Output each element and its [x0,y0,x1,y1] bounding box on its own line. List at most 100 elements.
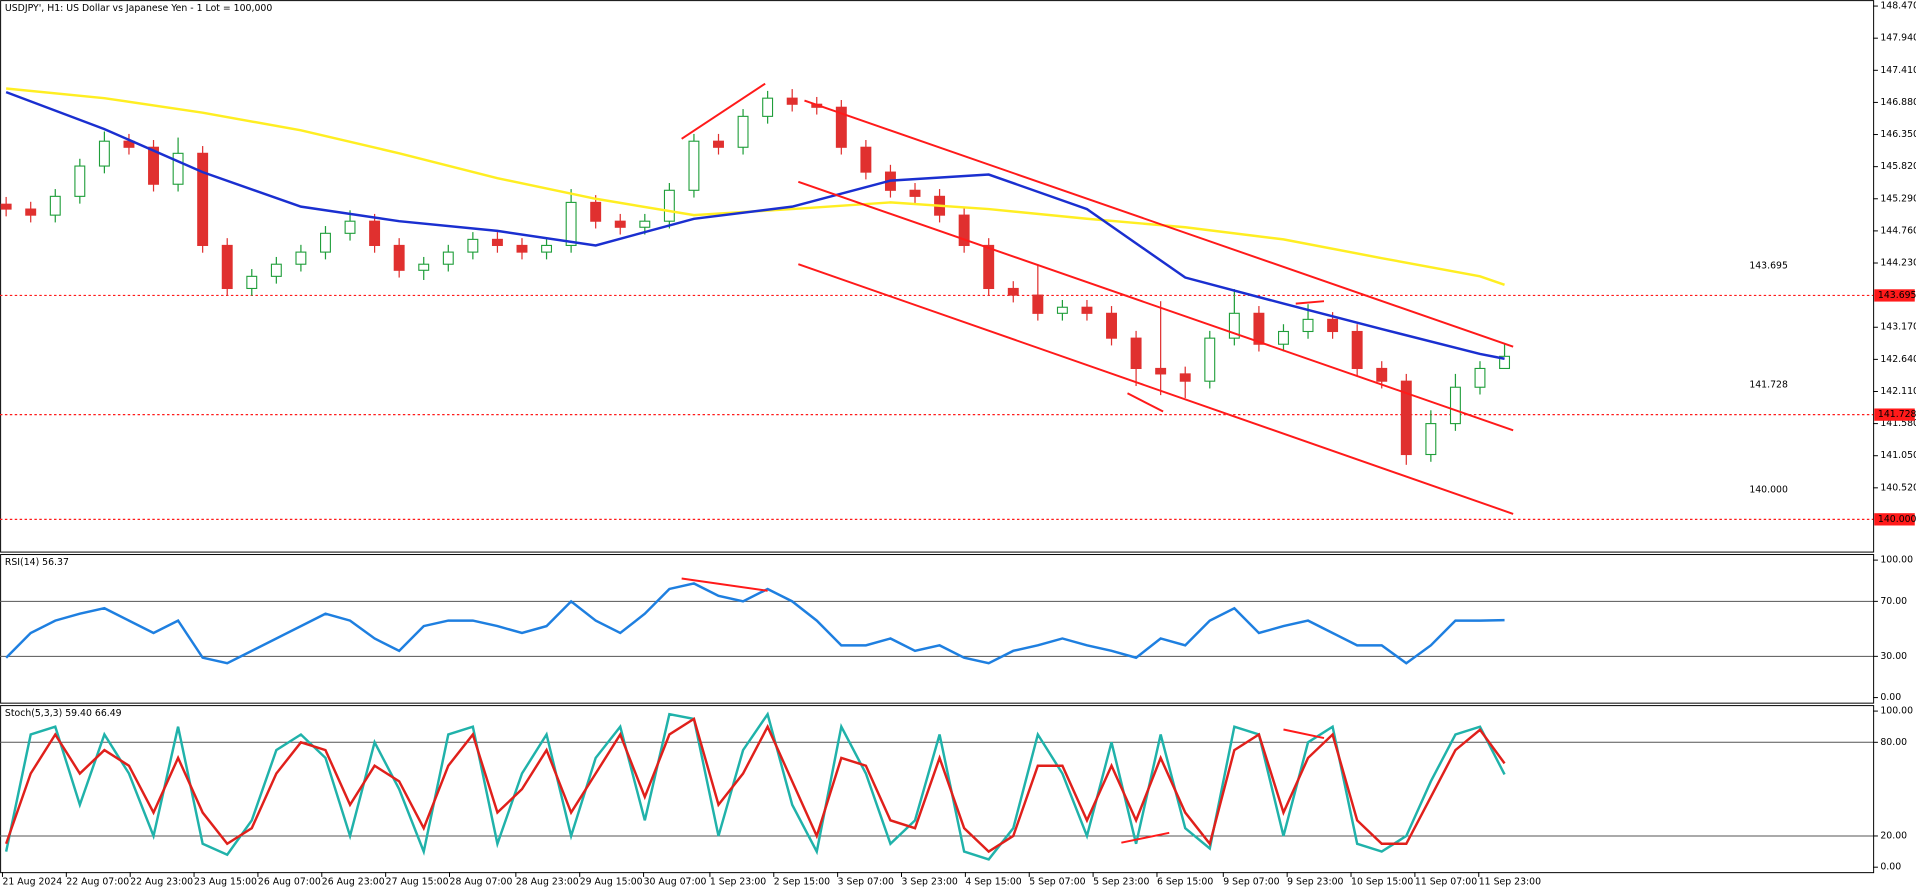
axis-level-label: 140.000 [1878,514,1916,525]
candle-body [1204,337,1216,382]
x-tick-label: 10 Sep 15:00 [1351,876,1413,887]
panel-title: RSI(14) 56.37 [5,557,69,568]
candle-body [565,201,577,246]
candle-body [393,244,405,271]
candle-body [541,244,553,253]
candle-body [1032,294,1044,314]
y-tick-label: 80.00 [1880,737,1907,748]
candle-body [1106,312,1117,339]
trendline [681,577,768,592]
candle-body [1499,355,1511,370]
candle-body [958,214,970,246]
candle-body [320,232,331,253]
candle-body [860,146,872,173]
y-tick-label: 140.520 [1880,482,1916,493]
candle-body [737,115,749,148]
y-tick-label: 0.00 [1880,692,1901,703]
trendline [681,82,766,140]
candle-body [1327,318,1339,333]
candle-body [786,97,798,105]
candle-body [1302,318,1314,333]
candle-body [1179,373,1191,382]
y-tick-label: 100.00 [1880,706,1913,717]
x-tick-label: 23 Aug 15:00 [194,876,257,887]
y-tick-label: 146.880 [1880,97,1916,108]
x-tick-label: 5 Sep 23:00 [1093,876,1149,887]
y-tick-label: 144.760 [1880,225,1916,236]
axis-level-box [1874,513,1915,526]
candle-body [1130,337,1142,370]
moving-average [5,90,1505,360]
x-tick-label: 3 Sep 23:00 [902,876,958,887]
y-tick-label: 142.110 [1880,386,1916,397]
y-tick-label: 100.00 [1880,555,1913,566]
panel-frame [0,0,1875,553]
trendline [798,180,1514,432]
candle-body [246,275,258,290]
candle-body [516,244,528,253]
x-tick-label: 26 Aug 07:00 [258,876,321,887]
trendline [1127,392,1164,413]
axis-level-label: 141.728 [1878,409,1916,420]
indicator-line [5,582,1505,665]
x-tick-label: 22 Aug 23:00 [130,876,193,887]
candle-body [1376,367,1388,382]
trendline [1295,300,1325,305]
y-tick-label: 141.580 [1880,418,1916,429]
candle-body [1278,330,1289,345]
candle-body [688,140,700,191]
candle-body [614,220,626,228]
y-tick-label: 147.940 [1880,33,1916,44]
x-tick-label: 9 Sep 07:00 [1223,876,1279,887]
x-tick-label: 21 Aug 2024 [2,876,62,887]
x-tick-label: 9 Sep 23:00 [1287,876,1343,887]
candle-body [221,244,233,290]
candle-body [590,201,602,222]
candle-body [1155,367,1167,375]
candle-body [418,263,430,271]
candle-body [491,238,503,246]
price-level-label: 140.000 [1749,484,1788,495]
candle-body [295,251,307,265]
y-tick-label: 144.230 [1880,258,1916,269]
y-tick-label: 143.170 [1880,322,1916,333]
candle-body [713,140,724,148]
x-tick-label: 27 Aug 15:00 [386,876,449,887]
candle-body [442,251,454,265]
candle-body [1400,380,1412,456]
y-tick-label: 145.290 [1880,193,1916,204]
candle-body [25,208,37,216]
candle-body [270,263,282,277]
candle-body [148,146,159,185]
trendline [804,99,1514,348]
x-tick-label: 28 Aug 23:00 [516,876,579,887]
candle-body [74,165,86,197]
candle-body [1081,306,1093,314]
indicator-line [4,711,1506,861]
x-tick-label: 4 Sep 15:00 [965,876,1021,887]
trendline [1121,831,1170,844]
candle-body [467,238,479,253]
candle-body [344,220,356,234]
y-tick-label: 30.00 [1880,651,1907,662]
candle-body [1228,312,1240,339]
candle-body [663,189,675,222]
x-tick-label: 3 Sep 07:00 [838,876,894,887]
y-tick-label: 146.350 [1880,129,1916,140]
y-tick-label: 142.640 [1880,354,1916,365]
x-tick-label: 30 Aug 07:00 [644,876,707,887]
x-tick-label: 2 Sep 15:00 [774,876,830,887]
trendline [798,263,1514,515]
candle-body [369,220,381,246]
indicator-line [4,716,1506,854]
panel-title: USDJPY', H1: US Dollar vs Japanese Yen -… [5,3,272,14]
trendline [1283,728,1325,740]
candle-body [762,97,774,117]
price-level-label: 141.728 [1749,380,1788,391]
y-tick-label: 148.470 [1880,1,1916,12]
candle-body [98,140,110,167]
candle-body [172,152,184,185]
candle-body [983,244,995,290]
panel-frame [0,554,1875,704]
